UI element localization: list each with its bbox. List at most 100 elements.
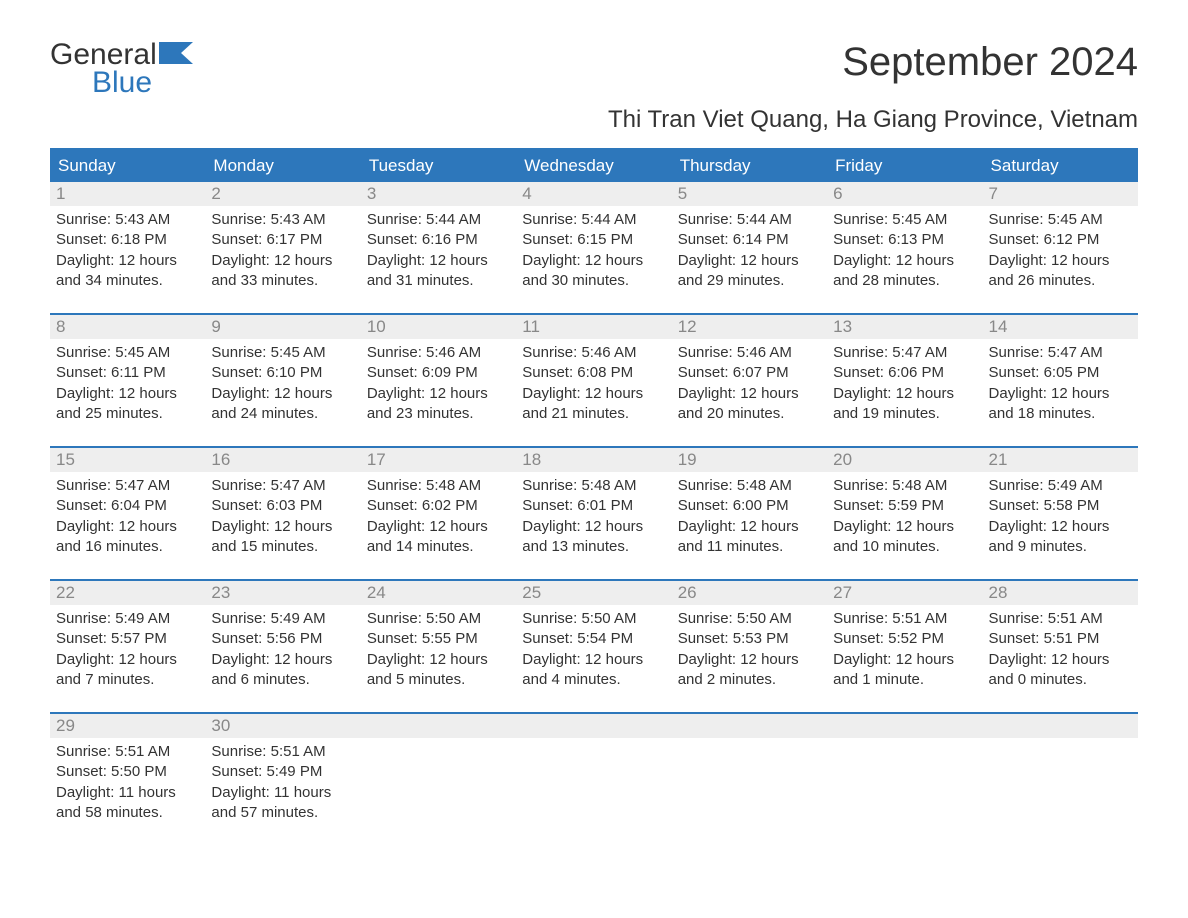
day-number: 22	[50, 581, 205, 605]
sunset-line: Sunset: 5:50 PM	[56, 762, 199, 782]
sunrise-line: Sunrise: 5:45 AM	[211, 343, 354, 363]
day-number: 24	[361, 581, 516, 605]
day-number: 1	[50, 182, 205, 206]
daylight-line: Daylight: 11 hours and 58 minutes.	[56, 783, 199, 824]
sunset-line: Sunset: 5:51 PM	[989, 629, 1132, 649]
daylight-line: Daylight: 12 hours and 2 minutes.	[678, 650, 821, 691]
day-cell: 24Sunrise: 5:50 AMSunset: 5:55 PMDayligh…	[361, 581, 516, 694]
sunset-line: Sunset: 5:55 PM	[367, 629, 510, 649]
sunset-line: Sunset: 6:06 PM	[833, 363, 976, 383]
daylight-line: Daylight: 12 hours and 16 minutes.	[56, 517, 199, 558]
sunrise-line: Sunrise: 5:47 AM	[989, 343, 1132, 363]
daylight-line: Daylight: 12 hours and 7 minutes.	[56, 650, 199, 691]
sunrise-line: Sunrise: 5:44 AM	[367, 210, 510, 230]
day-cell: 19Sunrise: 5:48 AMSunset: 6:00 PMDayligh…	[672, 448, 827, 561]
sunset-line: Sunset: 6:00 PM	[678, 496, 821, 516]
daylight-line: Daylight: 12 hours and 4 minutes.	[522, 650, 665, 691]
day-number: 16	[205, 448, 360, 472]
sunset-line: Sunset: 6:08 PM	[522, 363, 665, 383]
daylight-line: Daylight: 12 hours and 5 minutes.	[367, 650, 510, 691]
day-body: Sunrise: 5:46 AMSunset: 6:08 PMDaylight:…	[516, 339, 671, 428]
daylight-line: Daylight: 12 hours and 21 minutes.	[522, 384, 665, 425]
sunset-line: Sunset: 6:16 PM	[367, 230, 510, 250]
day-cell: 29Sunrise: 5:51 AMSunset: 5:50 PMDayligh…	[50, 714, 205, 827]
day-cell: 16Sunrise: 5:47 AMSunset: 6:03 PMDayligh…	[205, 448, 360, 561]
sunset-line: Sunset: 6:02 PM	[367, 496, 510, 516]
daylight-line: Daylight: 12 hours and 9 minutes.	[989, 517, 1132, 558]
month-title: September 2024	[842, 40, 1138, 85]
sunset-line: Sunset: 5:52 PM	[833, 629, 976, 649]
day-number: 8	[50, 315, 205, 339]
day-cell: 1Sunrise: 5:43 AMSunset: 6:18 PMDaylight…	[50, 182, 205, 295]
sunrise-line: Sunrise: 5:51 AM	[211, 742, 354, 762]
daylight-line: Daylight: 12 hours and 28 minutes.	[833, 251, 976, 292]
day-body: Sunrise: 5:45 AMSunset: 6:12 PMDaylight:…	[983, 206, 1138, 295]
day-cell: 14Sunrise: 5:47 AMSunset: 6:05 PMDayligh…	[983, 315, 1138, 428]
day-body: Sunrise: 5:51 AMSunset: 5:51 PMDaylight:…	[983, 605, 1138, 694]
sunrise-line: Sunrise: 5:44 AM	[678, 210, 821, 230]
brand-logo: General Blue	[50, 40, 199, 98]
day-number-empty	[983, 714, 1138, 738]
daylight-line: Daylight: 12 hours and 34 minutes.	[56, 251, 199, 292]
day-number: 28	[983, 581, 1138, 605]
sunset-line: Sunset: 6:13 PM	[833, 230, 976, 250]
day-number: 9	[205, 315, 360, 339]
day-cell: 8Sunrise: 5:45 AMSunset: 6:11 PMDaylight…	[50, 315, 205, 428]
day-number: 19	[672, 448, 827, 472]
day-header-cell: Sunday	[50, 150, 205, 182]
sunrise-line: Sunrise: 5:50 AM	[367, 609, 510, 629]
sunrise-line: Sunrise: 5:51 AM	[56, 742, 199, 762]
week-row: 29Sunrise: 5:51 AMSunset: 5:50 PMDayligh…	[50, 712, 1138, 827]
day-body: Sunrise: 5:45 AMSunset: 6:11 PMDaylight:…	[50, 339, 205, 428]
day-number: 21	[983, 448, 1138, 472]
week-row: 15Sunrise: 5:47 AMSunset: 6:04 PMDayligh…	[50, 446, 1138, 561]
sunrise-line: Sunrise: 5:49 AM	[211, 609, 354, 629]
sunrise-line: Sunrise: 5:45 AM	[989, 210, 1132, 230]
sunset-line: Sunset: 6:18 PM	[56, 230, 199, 250]
day-number: 12	[672, 315, 827, 339]
day-body: Sunrise: 5:49 AMSunset: 5:56 PMDaylight:…	[205, 605, 360, 694]
day-cell: 3Sunrise: 5:44 AMSunset: 6:16 PMDaylight…	[361, 182, 516, 295]
day-number: 14	[983, 315, 1138, 339]
sunrise-line: Sunrise: 5:48 AM	[522, 476, 665, 496]
daylight-line: Daylight: 12 hours and 26 minutes.	[989, 251, 1132, 292]
day-number: 15	[50, 448, 205, 472]
day-cell: 13Sunrise: 5:47 AMSunset: 6:06 PMDayligh…	[827, 315, 982, 428]
day-cell: 9Sunrise: 5:45 AMSunset: 6:10 PMDaylight…	[205, 315, 360, 428]
sunrise-line: Sunrise: 5:45 AM	[56, 343, 199, 363]
day-cell	[983, 714, 1138, 827]
day-header-cell: Saturday	[983, 150, 1138, 182]
day-body: Sunrise: 5:45 AMSunset: 6:13 PMDaylight:…	[827, 206, 982, 295]
day-cell: 2Sunrise: 5:43 AMSunset: 6:17 PMDaylight…	[205, 182, 360, 295]
day-cell	[672, 714, 827, 827]
daylight-line: Daylight: 12 hours and 20 minutes.	[678, 384, 821, 425]
day-number: 23	[205, 581, 360, 605]
day-body: Sunrise: 5:45 AMSunset: 6:10 PMDaylight:…	[205, 339, 360, 428]
sunset-line: Sunset: 6:01 PM	[522, 496, 665, 516]
day-cell: 10Sunrise: 5:46 AMSunset: 6:09 PMDayligh…	[361, 315, 516, 428]
day-number: 27	[827, 581, 982, 605]
day-cell: 30Sunrise: 5:51 AMSunset: 5:49 PMDayligh…	[205, 714, 360, 827]
day-header-cell: Wednesday	[516, 150, 671, 182]
day-number: 13	[827, 315, 982, 339]
day-header-cell: Friday	[827, 150, 982, 182]
day-body: Sunrise: 5:49 AMSunset: 5:58 PMDaylight:…	[983, 472, 1138, 561]
day-cell: 4Sunrise: 5:44 AMSunset: 6:15 PMDaylight…	[516, 182, 671, 295]
daylight-line: Daylight: 12 hours and 33 minutes.	[211, 251, 354, 292]
day-number: 5	[672, 182, 827, 206]
sunset-line: Sunset: 6:05 PM	[989, 363, 1132, 383]
sunset-line: Sunset: 6:17 PM	[211, 230, 354, 250]
week-row: 8Sunrise: 5:45 AMSunset: 6:11 PMDaylight…	[50, 313, 1138, 428]
day-number: 25	[516, 581, 671, 605]
day-cell: 5Sunrise: 5:44 AMSunset: 6:14 PMDaylight…	[672, 182, 827, 295]
day-number: 6	[827, 182, 982, 206]
daylight-line: Daylight: 12 hours and 25 minutes.	[56, 384, 199, 425]
day-body: Sunrise: 5:50 AMSunset: 5:55 PMDaylight:…	[361, 605, 516, 694]
day-cell: 21Sunrise: 5:49 AMSunset: 5:58 PMDayligh…	[983, 448, 1138, 561]
day-number: 10	[361, 315, 516, 339]
day-body: Sunrise: 5:47 AMSunset: 6:06 PMDaylight:…	[827, 339, 982, 428]
day-cell: 27Sunrise: 5:51 AMSunset: 5:52 PMDayligh…	[827, 581, 982, 694]
day-cell: 25Sunrise: 5:50 AMSunset: 5:54 PMDayligh…	[516, 581, 671, 694]
sunrise-line: Sunrise: 5:46 AM	[522, 343, 665, 363]
sunrise-line: Sunrise: 5:47 AM	[833, 343, 976, 363]
